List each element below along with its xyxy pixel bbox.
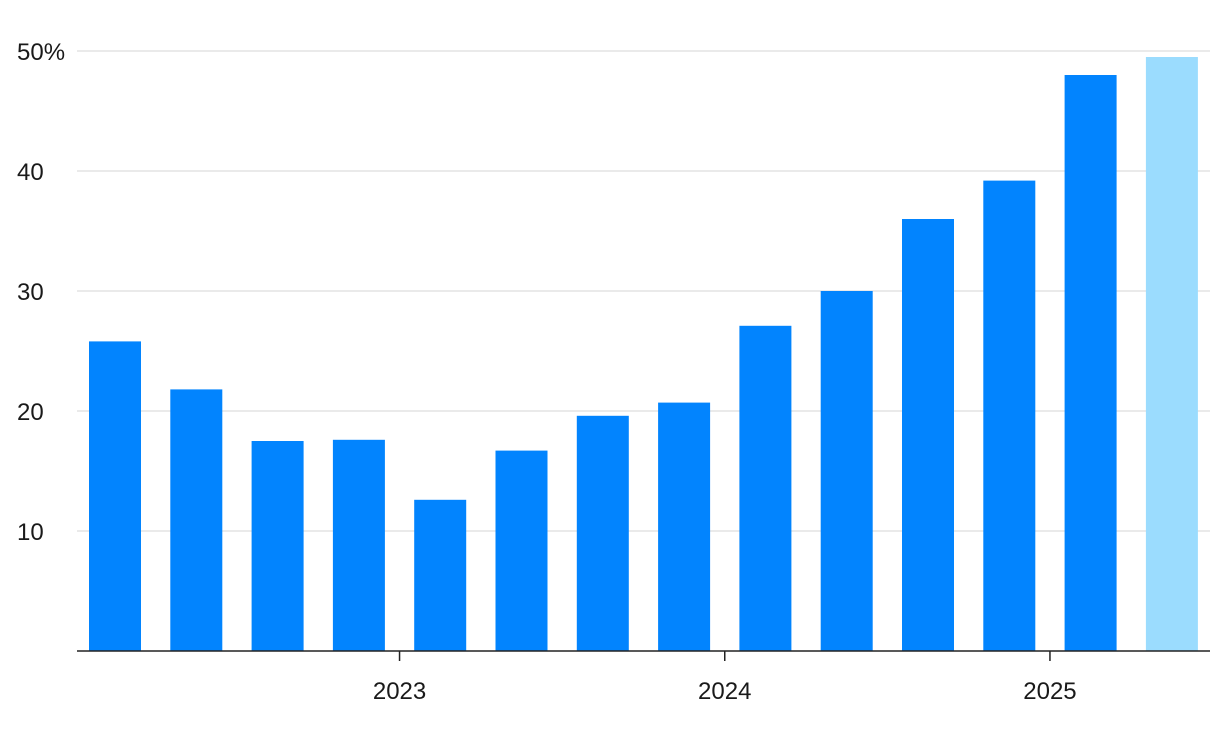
bar	[739, 325, 792, 651]
x-axis-labels: 2023 2024 2025	[373, 678, 1077, 705]
bars	[89, 57, 1198, 651]
bar	[983, 180, 1036, 651]
bar	[1145, 57, 1198, 651]
bar	[576, 415, 629, 651]
bar	[89, 341, 141, 651]
bar	[170, 389, 223, 651]
x-tick-label: 2023	[373, 678, 426, 705]
y-tick-label: 20	[17, 399, 44, 426]
bar	[332, 439, 385, 651]
bar	[414, 499, 467, 651]
bar	[820, 291, 873, 651]
bar	[658, 402, 711, 651]
x-tick-label: 2025	[1023, 678, 1076, 705]
y-tick-label: 10	[17, 519, 44, 546]
y-tick-label: 30	[17, 279, 44, 306]
y-tick-label: 50%	[17, 39, 65, 66]
bar	[495, 450, 548, 651]
bar	[251, 441, 304, 651]
x-tick-label: 2024	[698, 678, 751, 705]
bar	[902, 219, 954, 651]
bar	[1064, 75, 1117, 651]
gridlines	[77, 50, 1210, 532]
y-axis-labels: 10 20 30 40 50%	[17, 39, 65, 546]
x-axis	[77, 650, 1210, 661]
y-tick-label: 40	[17, 159, 44, 186]
